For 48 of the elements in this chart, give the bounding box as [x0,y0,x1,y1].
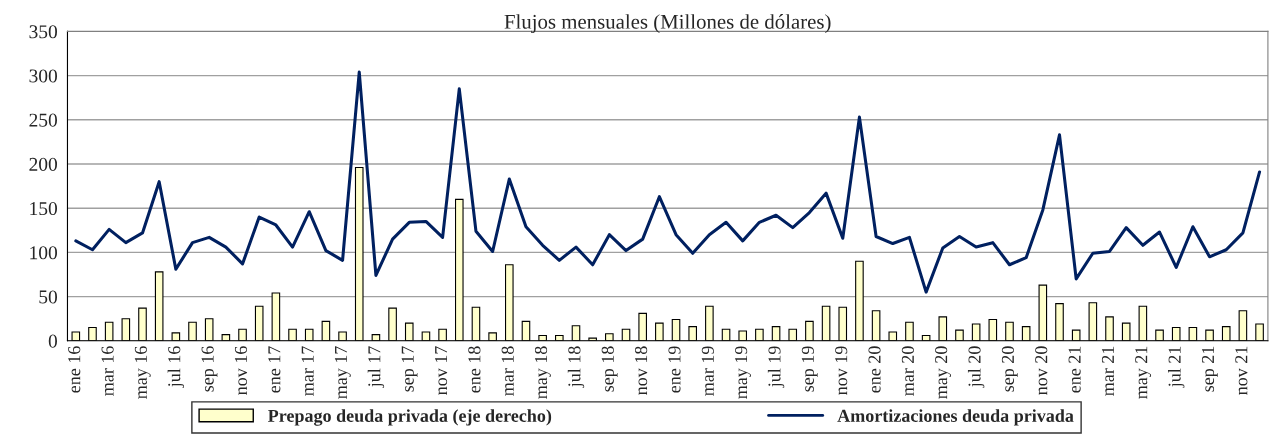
x-tick-label: sep 21 [1201,346,1218,392]
y-tick-label: 200 [29,157,58,171]
x-tick-label: sep 20 [1001,346,1018,392]
y-tick-label: 0 [48,334,58,348]
x-tick-label: mar 17 [301,346,314,396]
x-tick-label: nov 20 [1035,346,1048,395]
x-tick-label: mar 19 [701,346,714,396]
x-tick-label: jul 20 [967,346,985,388]
x-tick-label: may 18 [534,346,551,399]
x-tick-label: ene 18 [468,346,481,393]
x-tick-label: nov 16 [234,346,248,395]
legend-label: Amortizaciones deuda privada [837,409,1074,426]
x-tick-label: may 16 [134,346,151,399]
x-tick-label: may 17 [334,346,351,399]
x-tick-label: jul 19 [767,346,785,388]
y-tick-label: 50 [39,290,58,304]
x-tick-label: jul 21 [1168,346,1185,388]
x-tick-label: sep 18 [601,346,618,392]
y-tick-label: 300 [29,69,58,83]
x-tick-label: mar 20 [901,346,914,396]
x-tick-label: mar 18 [501,346,514,396]
x-tick-label: mar 21 [1101,346,1115,396]
x-tick-label: ene 20 [868,346,881,393]
x-tick-label: ene 21 [1068,346,1081,393]
x-tick-label: sep 17 [401,346,418,392]
y-tick-label: 100 [30,246,58,260]
chart-title: Flujos mensuales (Millones de dólares) [504,14,831,34]
x-tick-label: nov 21 [1235,346,1248,395]
x-tick-label: sep 19 [801,346,818,392]
y-tick-label: 250 [29,113,58,127]
x-tick-label: may 20 [935,346,951,399]
x-tick-label: ene 16 [68,346,81,393]
x-tick-label: nov 17 [435,346,448,395]
x-tick-label: sep 16 [201,346,218,392]
x-tick-label: nov 18 [635,346,648,395]
x-tick-label: ene 19 [668,346,681,393]
x-tick-label: jul 17 [367,346,385,388]
x-tick-label: nov 19 [835,346,848,395]
x-tick-label: may 19 [735,346,751,399]
y-tick-label: 150 [30,202,58,216]
line-series [74,70,1262,294]
x-tick-label: ene 17 [268,346,281,393]
x-tick-label: mar 16 [101,346,114,396]
y-tick-label: 350 [29,25,58,39]
x-tick-label: jul 18 [567,346,585,388]
x-tick-label: jul 16 [167,346,185,388]
x-tick-label: may 21 [1135,346,1152,399]
legend-label: Prepago deuda privada (eje derecho) [268,409,552,426]
